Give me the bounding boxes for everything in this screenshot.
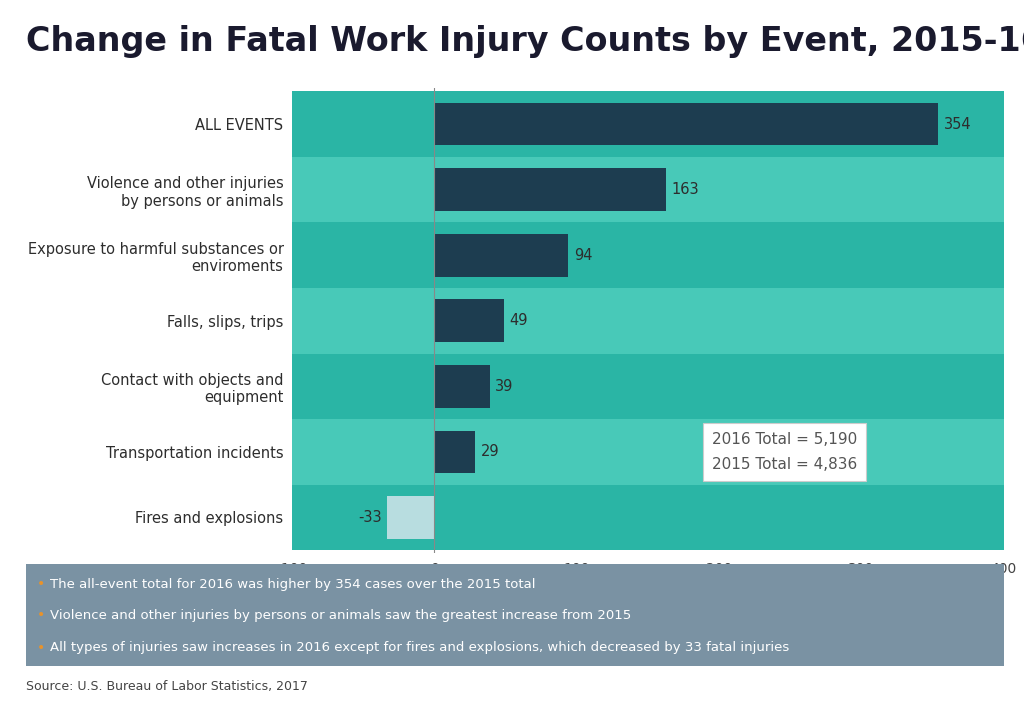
Bar (387, 496, 434, 539)
Bar (434, 300, 504, 342)
Bar (292, 419, 1004, 484)
Text: 2016 Total = 5,190
2015 Total = 4,836: 2016 Total = 5,190 2015 Total = 4,836 (712, 432, 857, 472)
Text: •: • (37, 577, 46, 591)
Bar (292, 353, 1004, 419)
Bar (434, 365, 489, 407)
Text: 163: 163 (672, 182, 699, 197)
Bar (434, 234, 568, 276)
Bar (292, 484, 1004, 550)
Text: 94: 94 (573, 247, 592, 263)
Bar (434, 431, 475, 473)
Text: All types of injuries saw increases in 2016 except for fires and explosions, whi: All types of injuries saw increases in 2… (50, 642, 790, 654)
Text: •: • (37, 641, 46, 655)
Text: Source: U.S. Bureau of Labor Statistics, 2017: Source: U.S. Bureau of Labor Statistics,… (26, 680, 307, 693)
Bar (292, 92, 1004, 157)
Text: Violence and other injuries by persons or animals saw the greatest increase from: Violence and other injuries by persons o… (50, 608, 632, 622)
Text: Change in Fatal Work Injury Counts by Event, 2015-16: Change in Fatal Work Injury Counts by Ev… (26, 25, 1024, 58)
Bar (434, 103, 938, 145)
Bar (292, 157, 1004, 223)
Text: -33: -33 (357, 510, 382, 525)
Bar (292, 288, 1004, 353)
Bar (292, 223, 1004, 288)
Text: 39: 39 (496, 379, 514, 394)
Text: 29: 29 (481, 444, 500, 460)
Text: The all-event total for 2016 was higher by 354 cases over the 2015 total: The all-event total for 2016 was higher … (50, 578, 536, 591)
Text: 49: 49 (510, 313, 528, 329)
Text: 354: 354 (944, 116, 972, 132)
Text: •: • (37, 608, 46, 622)
Bar (434, 168, 667, 211)
